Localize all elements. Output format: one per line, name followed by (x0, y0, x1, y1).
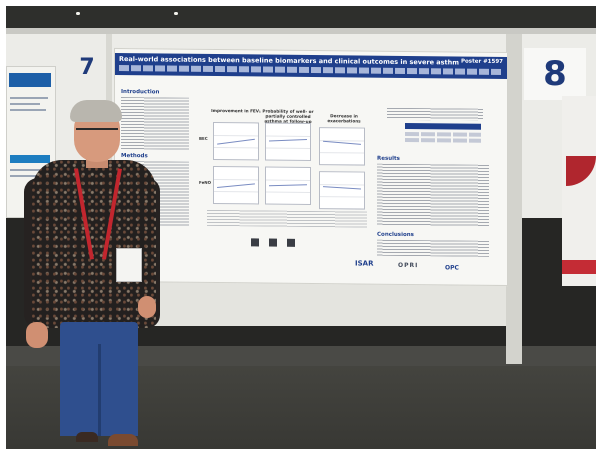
qr-code (251, 238, 259, 247)
red-graphic (562, 260, 596, 274)
section-conclusions: Conclusions (377, 231, 414, 239)
figure-column-header: Improvement in FEV₁ (211, 107, 261, 114)
logo-opri: OPRI (398, 261, 419, 270)
figure-panel (319, 127, 365, 166)
qr-code (287, 238, 295, 247)
poster-title-bar: Real-world associations between baseline… (115, 52, 507, 80)
board-number-left: 7 (79, 55, 95, 80)
figure-panel (213, 121, 259, 161)
jeans-leg-gap (98, 344, 101, 436)
glasses (76, 128, 118, 136)
text-block (377, 163, 489, 227)
table-header (405, 122, 481, 130)
figure-row-header: FeNO (199, 179, 212, 185)
text-line (10, 97, 48, 99)
presenter (24, 98, 164, 449)
figure-column-header: Decrease in exacerbations (327, 113, 361, 124)
ceiling-light (174, 12, 178, 15)
text-block (377, 239, 489, 257)
qr-code (269, 238, 277, 247)
conference-photo: 7 8 Real-world associations between base… (6, 6, 596, 449)
logo-isar: ISAR (355, 259, 374, 268)
figure-panel (265, 166, 311, 205)
text-line (10, 169, 44, 171)
text-line (10, 103, 40, 105)
table-row (405, 131, 481, 137)
figure-footnote (207, 209, 367, 228)
section-bar (10, 155, 50, 163)
section-introduction: Introduction (121, 89, 160, 96)
ceiling-light (76, 12, 80, 15)
board-top-edge (6, 28, 596, 34)
poster-header-bar (9, 73, 51, 87)
left-hand (26, 322, 48, 348)
right-hand (138, 296, 156, 318)
neighbour-poster-right (562, 96, 596, 286)
poster-authors (119, 64, 503, 76)
poster-number: Poster #1597 (461, 58, 503, 66)
board-number-main: 8 (524, 48, 586, 100)
text-line (10, 109, 46, 111)
main-poster: Real-world associations between baseline… (114, 47, 508, 287)
left-shoe (76, 432, 98, 442)
figure-row-header: BEC (199, 135, 208, 141)
hair (70, 100, 122, 122)
table-caption (387, 107, 483, 121)
board-divider-post (506, 34, 522, 364)
figure-panel (319, 171, 365, 210)
section-results: Results (377, 155, 400, 162)
ceiling (6, 6, 596, 28)
patterned-shirt (32, 160, 156, 328)
figure-panel (265, 122, 311, 161)
figure-panel (213, 165, 259, 205)
logo-opc: OPC (445, 264, 459, 272)
text-line (10, 175, 48, 177)
right-shoe (108, 434, 138, 446)
red-graphic (566, 156, 596, 186)
name-badge (116, 248, 142, 282)
table-row (405, 137, 481, 143)
